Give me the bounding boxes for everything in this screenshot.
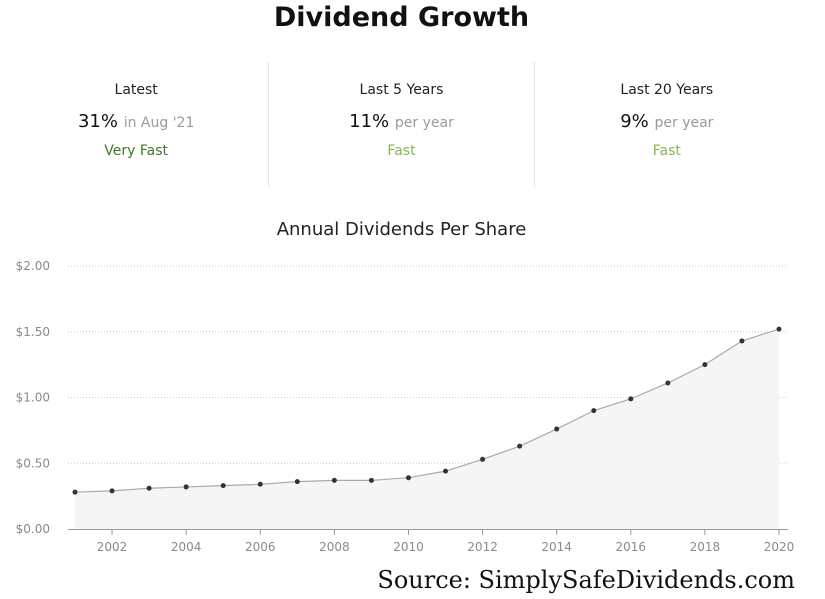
chart-title: Annual Dividends Per Share	[276, 219, 527, 240]
x-tick-label: 2018	[690, 540, 721, 554]
data-point	[331, 477, 337, 483]
data-point	[368, 477, 374, 483]
stat-value: 9%	[620, 111, 649, 132]
data-point	[702, 362, 708, 368]
x-tick-label: 2016	[616, 540, 647, 554]
stat-value: 11%	[349, 111, 390, 132]
data-point	[665, 380, 671, 386]
series-line	[74, 328, 780, 493]
stat-rating: Fast	[652, 143, 681, 159]
x-tick-label: 2010	[393, 540, 424, 554]
data-point	[405, 475, 411, 481]
y-tick-label: $1.50	[16, 325, 50, 339]
stat-last-20-years: Last 20 Years 9% per year Fast	[533, 62, 799, 187]
data-point	[72, 489, 78, 495]
source-credit: Source: SimplySafeDividends.com	[377, 566, 795, 594]
data-point	[220, 483, 226, 489]
x-tick-label: 2004	[171, 540, 202, 554]
stat-note: per year	[394, 115, 454, 131]
y-tick-label: $0.00	[16, 522, 50, 536]
stat-last-5-years: Last 5 Years 11% per year Fast	[268, 62, 533, 187]
x-tick-label: 2006	[245, 540, 276, 554]
stat-label: Last 20 Years	[620, 82, 714, 98]
stat-rating: Very Fast	[104, 143, 169, 159]
annual-dividends-chart: $0.00 $0.50 $1.00 $1.50 $2.00 2002 2004 2006 200…	[16, 259, 795, 554]
data-point	[554, 426, 560, 432]
x-tick-label: 2014	[541, 540, 572, 554]
y-tick-label: $2.00	[16, 259, 50, 273]
data-point	[628, 396, 634, 402]
stat-value-line: 9% per year	[535, 111, 799, 132]
data-point	[443, 468, 449, 474]
data-point	[591, 408, 597, 414]
data-point	[517, 443, 523, 449]
data-point	[739, 338, 745, 344]
stat-rating: Fast	[387, 143, 416, 159]
stat-latest: Latest 31% in Aug '21 Very Fast	[4, 62, 268, 187]
growth-stats: Latest 31% in Aug '21 Very Fast Last 5 Y…	[4, 62, 799, 187]
x-tick-label: 2008	[319, 540, 350, 554]
stat-label: Latest	[114, 82, 158, 98]
data-point	[109, 488, 115, 494]
stat-value-line: 31% in Aug '21	[4, 111, 268, 132]
data-point	[146, 485, 152, 491]
data-point	[294, 479, 300, 485]
stat-value-line: 11% per year	[269, 111, 533, 132]
data-point	[257, 481, 263, 487]
stat-label: Last 5 Years	[359, 82, 444, 98]
data-point	[480, 456, 486, 462]
page-title: Dividend Growth	[273, 2, 530, 33]
y-tick-label: $1.00	[16, 391, 50, 405]
y-tick-label: $0.50	[16, 456, 50, 470]
stat-note: per year	[654, 115, 714, 131]
area-fill	[75, 329, 779, 529]
data-point	[776, 326, 782, 332]
x-tick-label: 2020	[764, 540, 795, 554]
x-tick-label: 2002	[97, 540, 128, 554]
data-point	[183, 484, 189, 490]
stat-note: in Aug '21	[123, 115, 195, 131]
stat-value: 31%	[77, 111, 118, 132]
x-tick-label: 2012	[467, 540, 498, 554]
